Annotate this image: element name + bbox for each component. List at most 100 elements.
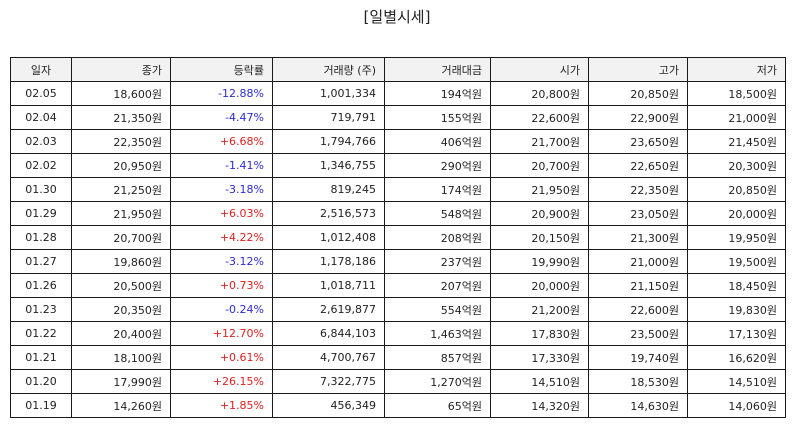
- header-high: 고가: [588, 57, 688, 82]
- page-title: [일별시세]: [363, 8, 431, 26]
- cell-change-rate: +1.85%: [170, 393, 273, 418]
- table-row: 01.26 20,500원 +0.73% 1,018,711 207억원 20,000원 2…: [10, 273, 786, 298]
- cell-high: 22,350원: [588, 177, 688, 202]
- cell-trade-value: 1,270억원: [384, 369, 491, 394]
- cell-open: 14,510원: [490, 369, 589, 394]
- cell-high: 21,000원: [588, 249, 688, 274]
- cell-date: 01.26: [10, 273, 72, 298]
- cell-volume: 6,844,103: [272, 321, 385, 346]
- cell-volume: 1,346,755: [272, 153, 385, 178]
- cell-close: 14,260원: [71, 393, 171, 418]
- header-trade-value: 거래대금: [384, 57, 491, 82]
- cell-open: 21,700원: [490, 129, 589, 154]
- cell-trade-value: 174억원: [384, 177, 491, 202]
- cell-close: 18,100원: [71, 345, 171, 370]
- cell-close: 17,990원: [71, 369, 171, 394]
- cell-low: 18,450원: [687, 273, 786, 298]
- cell-change-rate: +0.73%: [170, 273, 273, 298]
- cell-high: 21,150원: [588, 273, 688, 298]
- cell-open: 22,600원: [490, 105, 589, 130]
- cell-change-rate: +26.15%: [170, 369, 273, 394]
- cell-high: 18,530원: [588, 369, 688, 394]
- cell-high: 23,650원: [588, 129, 688, 154]
- cell-date: 01.23: [10, 297, 72, 322]
- cell-close: 21,250원: [71, 177, 171, 202]
- cell-trade-value: 194억원: [384, 81, 491, 106]
- cell-close: 19,860원: [71, 249, 171, 274]
- cell-date: 01.28: [10, 225, 72, 250]
- table-row: 01.19 14,260원 +1.85% 456,349 65억원 14,320원 14,6…: [10, 393, 786, 418]
- cell-open: 20,700원: [490, 153, 589, 178]
- cell-open: 20,800원: [490, 81, 589, 106]
- table-header-row: 일자 종가 등락률 거래량 (주) 거래대금 시가 고가 저가: [10, 57, 786, 82]
- cell-date: 01.19: [10, 393, 72, 418]
- cell-low: 20,300원: [687, 153, 786, 178]
- cell-open: 17,830원: [490, 321, 589, 346]
- cell-trade-value: 554억원: [384, 297, 491, 322]
- cell-trade-value: 237억원: [384, 249, 491, 274]
- cell-high: 20,850원: [588, 81, 688, 106]
- header-low: 저가: [687, 57, 786, 82]
- cell-high: 23,500원: [588, 321, 688, 346]
- cell-change-rate: +6.03%: [170, 201, 273, 226]
- cell-change-rate: -12.88%: [170, 81, 273, 106]
- cell-change-rate: +12.70%: [170, 321, 273, 346]
- cell-low: 21,000원: [687, 105, 786, 130]
- cell-date: 01.21: [10, 345, 72, 370]
- cell-date: 01.27: [10, 249, 72, 274]
- cell-high: 22,650원: [588, 153, 688, 178]
- cell-trade-value: 155억원: [384, 105, 491, 130]
- cell-low: 19,830원: [687, 297, 786, 322]
- cell-change-rate: -3.18%: [170, 177, 273, 202]
- cell-close: 20,350원: [71, 297, 171, 322]
- cell-volume: 7,322,775: [272, 369, 385, 394]
- cell-change-rate: +4.22%: [170, 225, 273, 250]
- cell-high: 22,900원: [588, 105, 688, 130]
- table-row: 01.20 17,990원 +26.15% 7,322,775 1,270억원 14,51…: [10, 369, 786, 394]
- table-row: 02.03 22,350원 +6.68% 1,794,766 406억원 21,700원 2…: [10, 129, 786, 154]
- table-row: 01.22 20,400원 +12.70% 6,844,103 1,463억원 17,83…: [10, 321, 786, 346]
- header-close: 종가: [71, 57, 171, 82]
- cell-open: 20,150원: [490, 225, 589, 250]
- cell-date: 02.03: [10, 129, 72, 154]
- cell-low: 18,500원: [687, 81, 786, 106]
- cell-change-rate: +0.61%: [170, 345, 273, 370]
- cell-close: 22,350원: [71, 129, 171, 154]
- cell-low: 16,620원: [687, 345, 786, 370]
- cell-open: 14,320원: [490, 393, 589, 418]
- cell-trade-value: 857억원: [384, 345, 491, 370]
- table-row: 02.05 18,600원 -12.88% 1,001,334 194억원 20,800원…: [10, 81, 786, 106]
- cell-date: 01.30: [10, 177, 72, 202]
- cell-trade-value: 548억원: [384, 201, 491, 226]
- cell-date: 02.02: [10, 153, 72, 178]
- cell-trade-value: 207억원: [384, 273, 491, 298]
- table-row: 01.27 19,860원 -3.12% 1,178,186 237억원 19,990원 2…: [10, 249, 786, 274]
- table-row: 02.02 20,950원 -1.41% 1,346,755 290억원 20,700원 2…: [10, 153, 786, 178]
- cell-open: 19,990원: [490, 249, 589, 274]
- cell-volume: 4,700,767: [272, 345, 385, 370]
- cell-trade-value: 406억원: [384, 129, 491, 154]
- cell-high: 21,300원: [588, 225, 688, 250]
- cell-open: 21,200원: [490, 297, 589, 322]
- table-row: 02.04 21,350원 -4.47% 719,791 155억원 22,600원 22,…: [10, 105, 786, 130]
- cell-high: 22,600원: [588, 297, 688, 322]
- cell-change-rate: +6.68%: [170, 129, 273, 154]
- cell-close: 20,700원: [71, 225, 171, 250]
- cell-low: 20,000원: [687, 201, 786, 226]
- cell-date: 02.04: [10, 105, 72, 130]
- table-row: 01.21 18,100원 +0.61% 4,700,767 857억원 17,330원 1…: [10, 345, 786, 370]
- cell-open: 20,000원: [490, 273, 589, 298]
- cell-close: 18,600원: [71, 81, 171, 106]
- header-date: 일자: [10, 57, 72, 82]
- daily-price-table: 일자 종가 등락률 거래량 (주) 거래대금 시가 고가 저가 02.05 18,…: [10, 57, 786, 418]
- cell-volume: 456,349: [272, 393, 385, 418]
- cell-open: 17,330원: [490, 345, 589, 370]
- cell-low: 19,950원: [687, 225, 786, 250]
- cell-close: 21,950원: [71, 201, 171, 226]
- cell-close: 20,500원: [71, 273, 171, 298]
- cell-date: 01.22: [10, 321, 72, 346]
- cell-open: 20,900원: [490, 201, 589, 226]
- cell-high: 14,630원: [588, 393, 688, 418]
- header-volume: 거래량 (주): [272, 57, 385, 82]
- cell-date: 02.05: [10, 81, 72, 106]
